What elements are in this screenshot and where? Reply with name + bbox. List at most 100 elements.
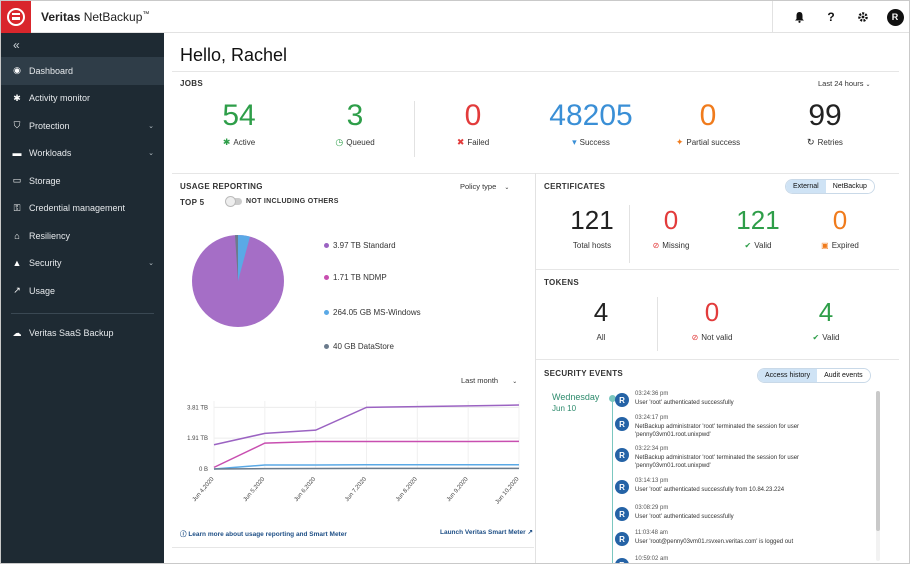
certificate-metric-valid[interactable]: 121 ✔ Valid xyxy=(713,205,803,250)
gear-icon[interactable] xyxy=(847,1,879,33)
token-metric-all[interactable]: 4 All xyxy=(556,297,646,342)
sidebar-item-label: Dashboard xyxy=(29,65,74,76)
legend-label: 264.05 GB MS-Windows xyxy=(333,308,421,317)
metric-value: 121 xyxy=(736,205,780,235)
status-icon: ⊘ xyxy=(691,333,699,342)
metric-label: Expired xyxy=(831,241,859,250)
metric-label: Valid xyxy=(754,241,772,250)
certificate-metric-missing[interactable]: 0 ⊘ Missing xyxy=(626,205,716,250)
events-scrollbar[interactable] xyxy=(876,391,880,561)
sidebar-item-workloads[interactable]: ▬ Workloads ⌄ xyxy=(1,140,164,168)
legend-dot-icon xyxy=(324,310,329,315)
sidebar-item-label: Veritas SaaS Backup xyxy=(29,328,114,339)
jobs-range-select[interactable]: Last 24 hours ⌄ xyxy=(818,79,871,88)
event-item[interactable]: R 03:22:34 pm NetBackup administrator 'roo… xyxy=(615,446,890,470)
metric-label: Active xyxy=(233,138,256,147)
jobs-metric-retries[interactable]: 99 ↻ Retries xyxy=(770,99,880,148)
launch-smart-meter-link[interactable]: Launch Veritas Smart Meter ↗ xyxy=(440,529,533,536)
chevron-down-icon: ⌄ xyxy=(512,379,518,385)
sidebar-item-label: Security xyxy=(29,258,62,269)
legend-item: 264.05 GB MS-Windows xyxy=(324,308,421,317)
chevron-down-icon: ⌄ xyxy=(148,122,154,130)
help-icon[interactable]: ? xyxy=(827,10,835,24)
sidebar-item-dashboard[interactable]: ◉ Dashboard xyxy=(1,57,164,85)
token-metric-valid[interactable]: 4 ✔ Valid xyxy=(781,297,871,342)
sidebar-item-security[interactable]: ▲ Security ⌄ xyxy=(1,250,164,278)
learn-more-link[interactable]: ⓘ Learn more about usage reporting and S… xyxy=(180,531,347,538)
sidebar-item-activity-monitor[interactable]: ✱ Activity monitor xyxy=(1,85,164,113)
x-tick-label: Jun 8,2020 xyxy=(395,476,419,503)
sidebar: « ◉ Dashboard ✱ Activity monitor ⛉ Protection… xyxy=(1,33,164,563)
bell-icon[interactable] xyxy=(783,1,815,33)
certificate-metric-total-hosts[interactable]: 121 Total hosts xyxy=(547,205,637,250)
shield-icon: ⛉ xyxy=(13,120,21,131)
legend-item: 3.97 TB Standard xyxy=(324,241,396,250)
metric-value: 4 xyxy=(818,297,834,327)
jobs-title: JOBS xyxy=(180,79,203,88)
avatar: R xyxy=(615,507,629,521)
event-item[interactable]: R 03:24:17 pm NetBackup administrator 'roo… xyxy=(615,415,890,439)
status-icon: ✔ xyxy=(812,333,820,342)
series-line-2 xyxy=(213,464,519,470)
avatar: R xyxy=(886,8,904,26)
avatar: R xyxy=(615,532,629,546)
tab-external[interactable]: External xyxy=(786,180,826,193)
veritas-logo-icon[interactable] xyxy=(1,1,31,33)
sidebar-item-label: Protection xyxy=(29,120,70,131)
building-icon: ⌂ xyxy=(14,230,20,241)
event-item[interactable]: R 03:24:36 pm User 'root' authenticated su… xyxy=(615,391,890,415)
sidebar-item-resiliency[interactable]: ⌂ Resiliency xyxy=(1,222,164,250)
sidebar-item-usage[interactable]: ↗ Usage xyxy=(1,277,164,305)
usage-reporting-title: USAGE REPORTING xyxy=(180,182,263,191)
metric-value: 0 xyxy=(464,99,482,132)
trophy-icon: ▾ xyxy=(572,137,577,147)
info-icon: ⓘ xyxy=(180,531,187,538)
jobs-metric-active[interactable]: 54 ✱ Active xyxy=(184,99,294,148)
key-icon: ⚿ xyxy=(13,202,21,213)
toggle-label: NOT INCLUDING OTHERS xyxy=(246,198,339,205)
y-tick-label: 0 B xyxy=(199,467,208,473)
tokens-title: TOKENS xyxy=(544,278,579,287)
jobs-metric-success[interactable]: 48205 ▾ Success xyxy=(536,99,646,148)
storage-icon: ▭ xyxy=(12,175,22,186)
event-item[interactable]: R 10:59:02 am xyxy=(615,556,890,563)
metric-value: 0 xyxy=(832,205,848,235)
event-time: 03:24:17 pm xyxy=(635,415,669,421)
sidebar-item-storage[interactable]: ▭ Storage xyxy=(1,167,164,195)
event-item[interactable]: R 03:08:29 pm User 'root' authenticated su… xyxy=(615,505,890,529)
jobs-metric-partial-success[interactable]: 0 ✦ Partial success xyxy=(653,99,763,148)
certificate-metric-expired[interactable]: 0 ▣ Expired xyxy=(795,205,885,250)
metric-value: 54 xyxy=(222,99,256,132)
page-title: Hello, Rachel xyxy=(180,45,288,65)
tab-audit-events[interactable]: Audit events xyxy=(817,369,870,382)
sidebar-item-veritas-saas-backup[interactable]: ☁ Veritas SaaS Backup xyxy=(1,320,164,348)
status-icon: ⊘ xyxy=(652,241,660,250)
status-icon: ✔ xyxy=(744,241,752,250)
jobs-metric-queued[interactable]: 3 ◷ Queued xyxy=(300,99,410,148)
period-select[interactable]: Last month ⌄ xyxy=(461,376,518,385)
sidebar-item-credential-management[interactable]: ⚿ Credential management xyxy=(1,195,164,223)
y-tick-label: 3.81 TB xyxy=(187,405,208,411)
user-menu[interactable]: R xyxy=(879,1,909,33)
chevron-down-icon: ⌄ xyxy=(504,185,510,191)
top5-label: TOP 5 xyxy=(180,198,205,207)
tab-access-history[interactable]: Access history xyxy=(758,369,818,382)
product-title: Veritas NetBackup™ xyxy=(41,9,150,24)
sidebar-item-protection[interactable]: ⛉ Protection ⌄ xyxy=(1,112,164,140)
tab-netbackup[interactable]: NetBackup xyxy=(825,180,874,193)
policy-type-select[interactable]: Policy type ⌄ xyxy=(460,182,510,191)
event-item[interactable]: R 11:03:48 am User 'root@penny03vm01.rsvxe… xyxy=(615,530,890,554)
token-metric-not-valid[interactable]: 0 ⊘ Not valid xyxy=(667,297,757,342)
event-text: User 'root' authenticated successfully xyxy=(635,514,734,520)
sidebar-item-label: Credential management xyxy=(29,203,126,214)
dashboard-main: Hello, Rachel JOBS Last 24 hours ⌄ 54 ✱ Ac… xyxy=(164,33,909,563)
event-item[interactable]: R 03:14:13 pm User 'root' authenticated su… xyxy=(615,478,890,502)
collapse-sidebar-button[interactable]: « xyxy=(13,38,20,52)
metric-label: Valid xyxy=(822,333,840,342)
metric-label: Queued xyxy=(346,138,375,147)
chevron-down-icon: ⌄ xyxy=(148,260,154,268)
others-toggle[interactable] xyxy=(225,196,242,207)
metric-value: 4 xyxy=(593,297,609,327)
jobs-metric-failed[interactable]: 0 ✖ Failed xyxy=(418,99,528,148)
